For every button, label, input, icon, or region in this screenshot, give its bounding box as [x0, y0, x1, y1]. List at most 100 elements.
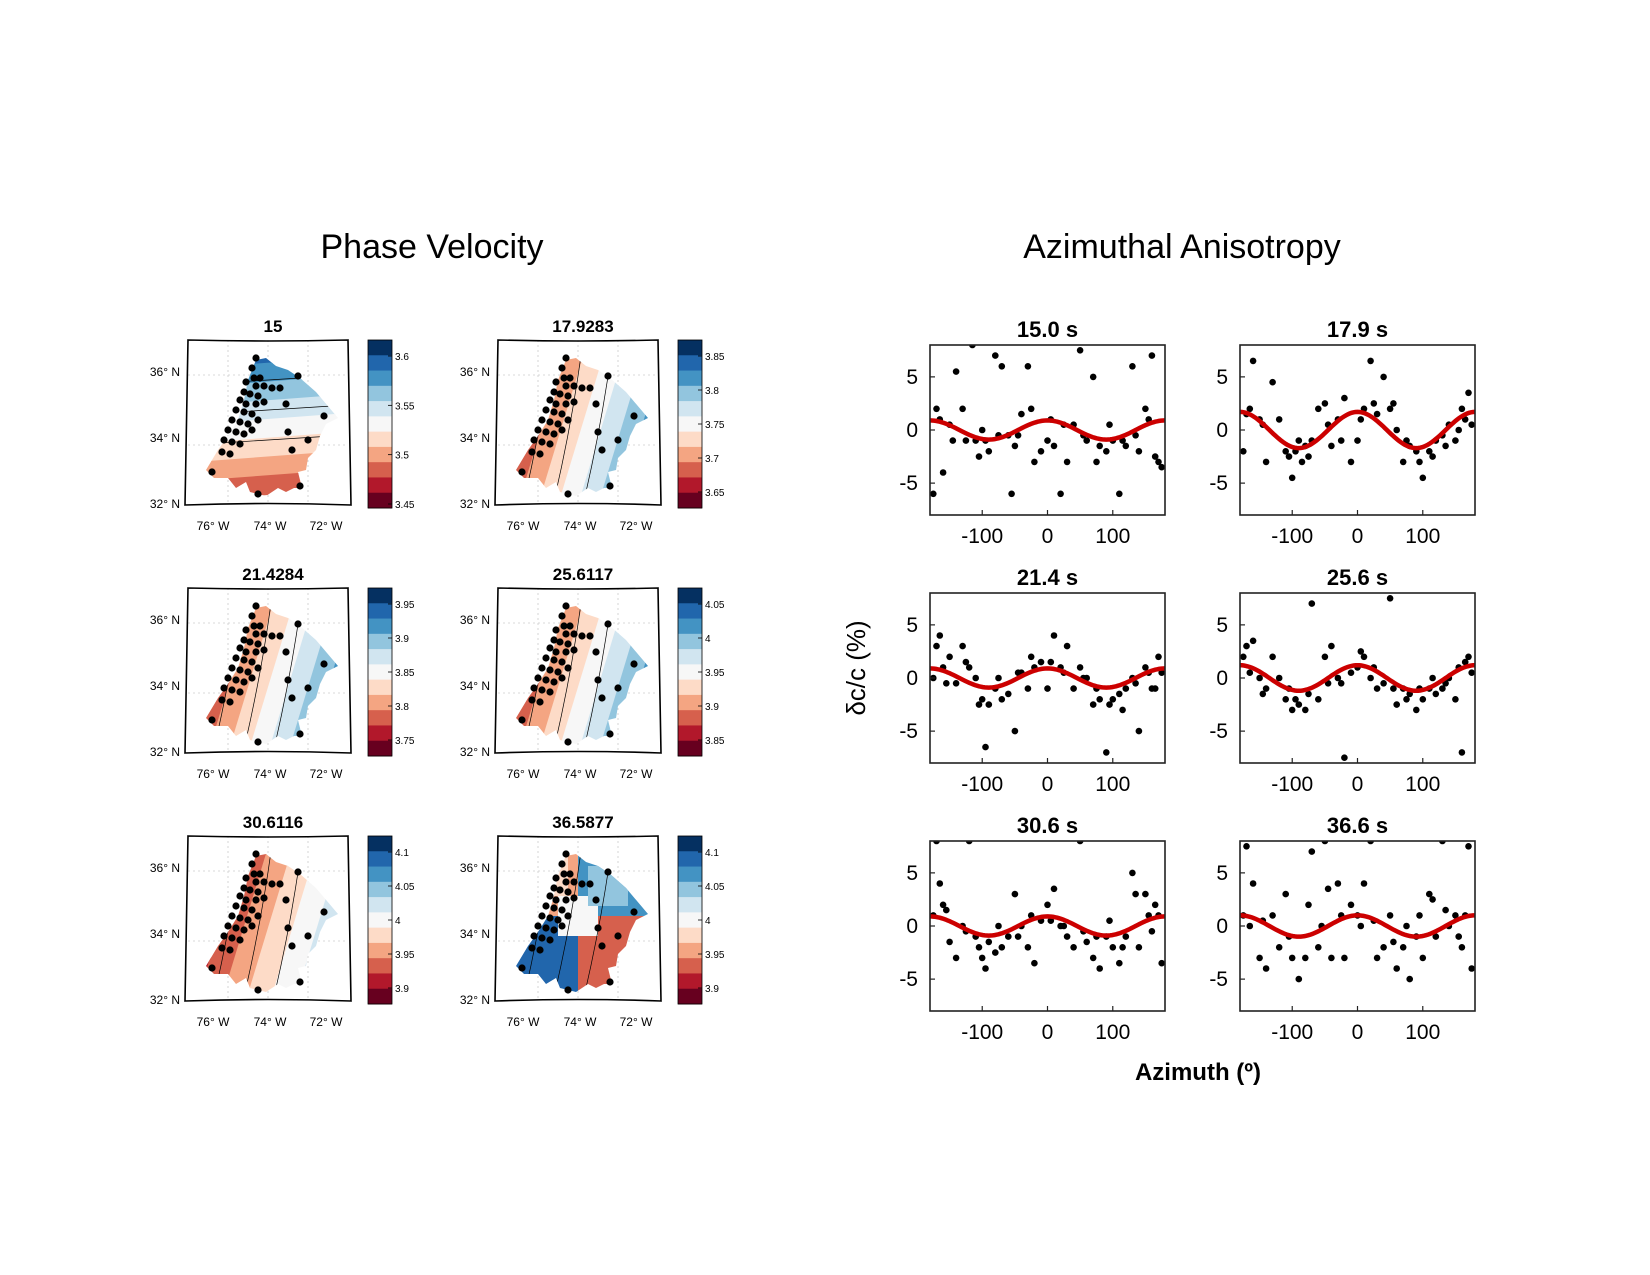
- colorbar-tick-label: 4.05: [705, 600, 725, 611]
- data-point: [1432, 690, 1440, 698]
- data-point: [962, 437, 970, 444]
- station-marker: [252, 354, 260, 362]
- colorbar-swatch: [368, 694, 392, 711]
- station-marker: [554, 420, 562, 428]
- colorbar-frame: [367, 339, 393, 509]
- anisotropy-title: 17.9 s: [1327, 317, 1388, 342]
- data-point: [1334, 880, 1342, 887]
- data-point: [1432, 933, 1440, 940]
- station-marker: [240, 388, 248, 396]
- data-point: [1014, 669, 1022, 676]
- station-marker: [546, 396, 554, 404]
- colorbar-tick-label: 3.8: [705, 386, 719, 397]
- data-point: [1406, 975, 1413, 983]
- data-point: [1393, 965, 1400, 972]
- y-tick-label: 5: [1216, 366, 1228, 389]
- station-marker: [558, 612, 566, 620]
- colorbar-tick-label: 3.75: [395, 736, 415, 747]
- data-point: [1282, 890, 1289, 898]
- x-tick-label: 100: [1095, 525, 1130, 548]
- data-point: [1390, 400, 1397, 407]
- colorbar-tick-label: 3.95: [395, 600, 415, 611]
- colorbar-swatch: [678, 446, 702, 463]
- data-point: [1011, 727, 1019, 735]
- station-marker: [552, 874, 560, 882]
- data-point: [1373, 410, 1381, 418]
- anisotropy-title: 36.6 s: [1327, 813, 1388, 838]
- station-marker: [254, 392, 262, 400]
- station-marker: [538, 686, 546, 694]
- lat-tick-label: 34° N: [460, 431, 490, 445]
- data-point: [1246, 922, 1254, 930]
- station-marker: [518, 964, 526, 972]
- station-marker: [592, 400, 600, 408]
- station-marker: [242, 874, 250, 882]
- lon-tick-label: 74° W: [564, 767, 597, 781]
- station-marker: [220, 684, 228, 692]
- colorbar-swatch: [368, 633, 392, 650]
- data-point: [1089, 701, 1097, 708]
- data-point: [959, 642, 966, 650]
- plot-frame: [929, 344, 1166, 516]
- velocity-band: [598, 358, 648, 496]
- x-tick-label: 0: [1352, 525, 1364, 548]
- colorbar-swatch: [368, 881, 392, 898]
- data-point: [1089, 954, 1097, 962]
- data-point: [992, 352, 999, 359]
- y-tick-label: 0: [1216, 915, 1228, 938]
- station-marker: [226, 698, 234, 706]
- station-marker: [594, 924, 602, 932]
- station-marker: [236, 666, 244, 674]
- colorbar-tick-label: 3.55: [395, 401, 415, 412]
- station-marker: [236, 440, 244, 448]
- data-point: [1305, 453, 1312, 460]
- station-marker: [550, 408, 558, 416]
- velocity-band: [598, 606, 648, 744]
- data-point: [1031, 458, 1038, 466]
- data-point: [975, 701, 983, 708]
- data-point: [1288, 954, 1296, 962]
- data-point: [1027, 653, 1035, 661]
- lon-tick-label: 72° W: [620, 767, 653, 781]
- velocity-band: [538, 358, 609, 496]
- colorbar-swatch: [678, 958, 702, 974]
- data-point: [1014, 933, 1022, 940]
- data-point: [933, 405, 940, 413]
- colorbar-swatch: [368, 958, 392, 974]
- data-point: [1413, 706, 1420, 714]
- data-point: [1158, 463, 1165, 471]
- station-marker: [236, 936, 244, 944]
- data-point: [1288, 474, 1296, 482]
- data-point: [992, 949, 999, 956]
- station-marker: [236, 644, 244, 652]
- station-marker: [284, 676, 292, 684]
- station-marker: [566, 622, 574, 630]
- x-tick-label: 0: [1042, 773, 1054, 796]
- colorbar-tick-label: 4: [705, 916, 711, 927]
- lat-tick-label: 34° N: [150, 431, 180, 445]
- data-point: [1116, 490, 1123, 498]
- anisotropy-panel: 25.6 s 5 0 -5 -100 0 100: [1209, 565, 1476, 796]
- station-marker: [538, 664, 546, 672]
- data-point: [1393, 701, 1400, 708]
- station-marker: [288, 942, 296, 950]
- data-point: [1419, 954, 1427, 962]
- data-point: [1096, 696, 1103, 703]
- colorbar-swatch: [368, 836, 392, 852]
- station-marker: [546, 914, 554, 922]
- station-marker: [570, 398, 578, 406]
- data-point: [1083, 437, 1090, 444]
- colorbar-swatch: [368, 355, 392, 372]
- colorbar-tick-label: 4.05: [395, 882, 415, 893]
- x-tick-label: 100: [1095, 773, 1130, 796]
- colorbar-swatch: [368, 603, 392, 620]
- y-axis-label: δc/c (%): [841, 620, 871, 715]
- station-marker: [558, 906, 566, 914]
- colorbar-tick-label: 3.9: [395, 984, 409, 995]
- velocity-band: [245, 854, 322, 992]
- station-marker: [248, 658, 256, 666]
- data-point: [1357, 648, 1365, 655]
- x-tick-label: 0: [1352, 773, 1364, 796]
- colorbar-tick-label: 3.85: [395, 668, 415, 679]
- station-marker: [242, 400, 250, 408]
